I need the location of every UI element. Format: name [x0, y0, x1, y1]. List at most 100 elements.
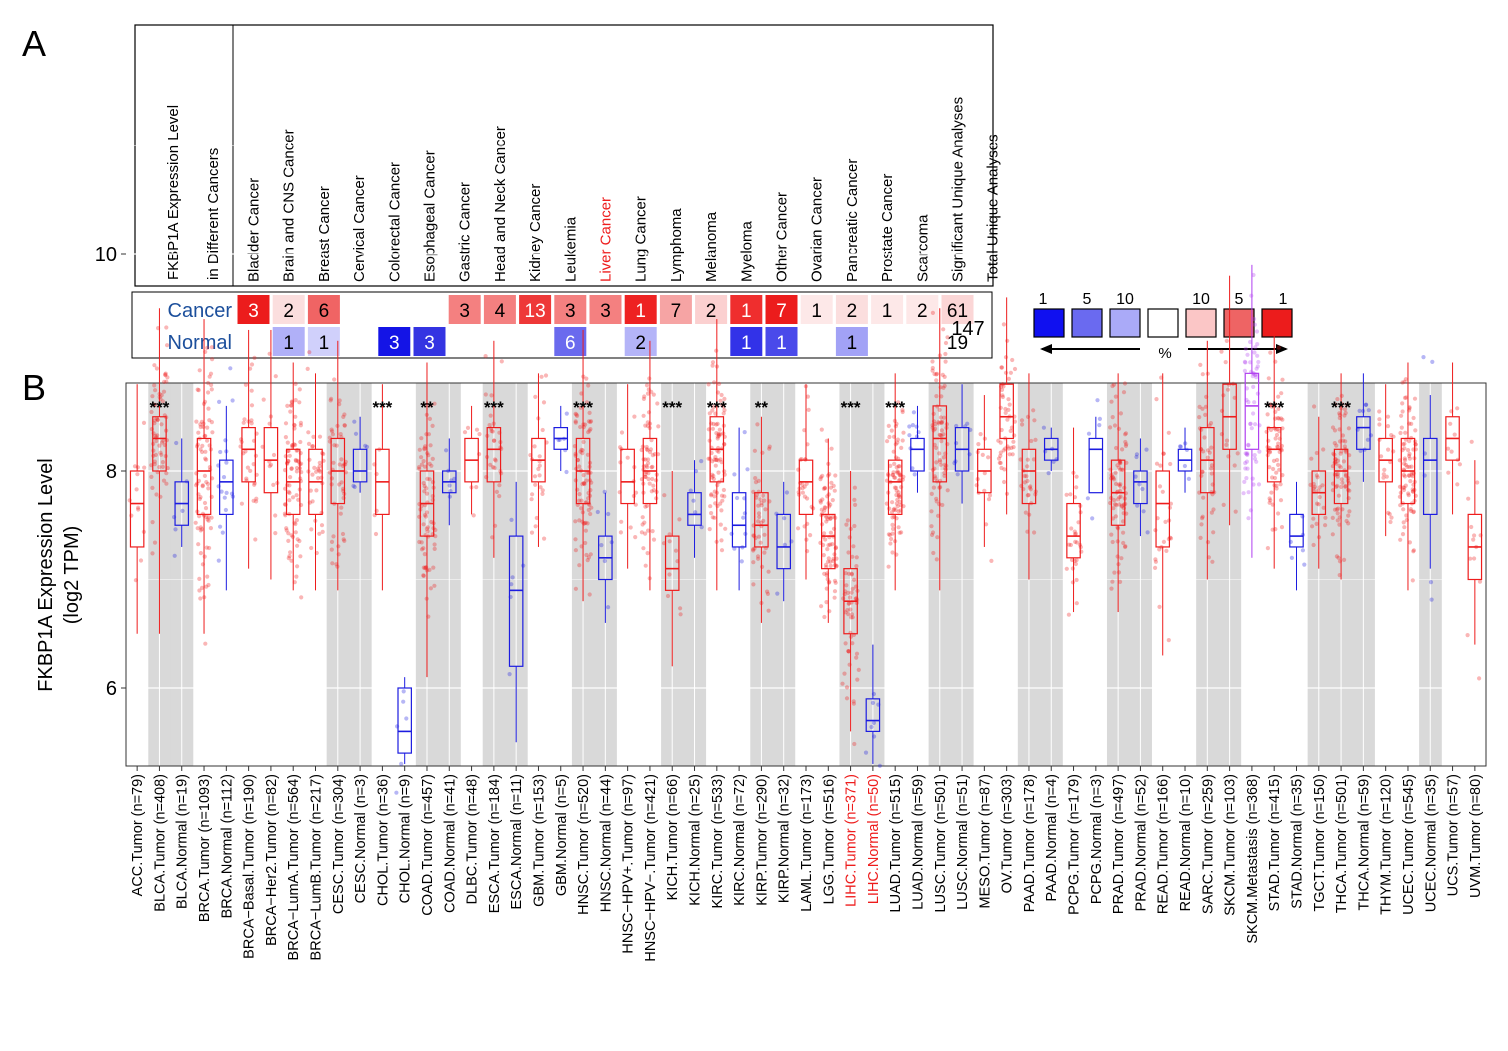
data-point: [652, 452, 658, 457]
data-point: [1276, 394, 1281, 399]
data-point: [1114, 503, 1119, 508]
x-label-acc-tumor-n-79: ACC.Tumor (n=79): [130, 774, 146, 896]
data-point: [907, 433, 912, 438]
data-point: [937, 432, 942, 437]
data-point: [896, 509, 901, 514]
data-point: [648, 450, 653, 455]
data-point: [208, 526, 213, 531]
cancer-value-leukemia: 3: [565, 301, 576, 322]
data-point: [1273, 416, 1278, 421]
data-point: [1411, 548, 1416, 553]
data-point: [573, 451, 578, 456]
data-point: [584, 552, 589, 558]
data-point: [1276, 462, 1281, 467]
data-point: [722, 494, 727, 499]
data-point: [1334, 443, 1339, 448]
data-point: [296, 497, 301, 502]
data-point: [1388, 519, 1393, 525]
data-point: [818, 498, 823, 503]
data-point: [1025, 464, 1030, 469]
data-point: [821, 553, 826, 558]
data-point: [715, 436, 720, 441]
cancer-cell-kidney-cancer: [519, 295, 552, 324]
data-point: [588, 511, 593, 517]
data-point: [1411, 510, 1416, 515]
data-point: [825, 517, 830, 522]
data-point: [1235, 451, 1240, 456]
data-point: [308, 488, 313, 493]
data-point: [1111, 382, 1117, 387]
box-skcm-metastasis-n-368: [1244, 372, 1260, 450]
data-point: [1312, 484, 1317, 489]
data-point: [818, 500, 823, 505]
data-point: [489, 428, 494, 434]
data-point: [1118, 579, 1123, 585]
cancer-value-ovarian-cancer: 1: [811, 301, 822, 322]
data-point: [775, 591, 780, 596]
significance-stad-tumor-n-415: ***: [1264, 398, 1284, 417]
data-point: [241, 420, 246, 425]
data-point: [1076, 520, 1081, 525]
data-point: [716, 458, 721, 463]
data-point: [1448, 421, 1453, 426]
data-point: [896, 470, 901, 475]
data-point: [826, 543, 831, 548]
column-header-myeloma: Myeloma: [738, 220, 755, 282]
data-point: [1000, 393, 1005, 398]
data-point: [293, 414, 298, 419]
data-point: [828, 516, 833, 522]
data-point: [201, 421, 206, 426]
column-header-significant-unique-analyses: Significant Unique Analyses: [950, 97, 967, 282]
data-point: [1200, 514, 1205, 519]
data-point: [1334, 483, 1340, 488]
data-point: [819, 604, 824, 609]
significance-blca-tumor-n-408: ***: [150, 398, 170, 417]
data-point: [1274, 470, 1279, 475]
significance-luad-tumor-n-515: ***: [885, 398, 905, 417]
data-point: [898, 477, 903, 482]
data-point: [329, 476, 334, 481]
data-point: [394, 790, 399, 795]
data-point: [299, 595, 304, 600]
data-point: [1003, 355, 1009, 360]
data-point: [424, 526, 429, 532]
data-point: [832, 578, 838, 583]
data-point: [294, 469, 299, 474]
data-point: [999, 365, 1005, 370]
data-point: [896, 400, 901, 405]
data-point: [1119, 503, 1125, 508]
data-point: [1011, 439, 1016, 444]
data-point: [293, 458, 299, 463]
data-point: [722, 408, 727, 413]
data-point: [649, 438, 654, 443]
data-point: [1115, 463, 1120, 468]
data-point: [155, 417, 161, 422]
data-point: [1256, 482, 1262, 487]
data-point: [942, 470, 947, 475]
data-point: [645, 465, 650, 470]
data-point: [1377, 409, 1382, 414]
data-point: [941, 432, 946, 437]
data-point: [1363, 402, 1368, 407]
data-point: [1022, 473, 1027, 479]
data-point: [886, 564, 891, 569]
data-point: [353, 431, 359, 436]
data-point: [1254, 366, 1259, 371]
data-point: [1200, 516, 1205, 521]
data-point: [887, 506, 892, 511]
data-point: [1010, 452, 1015, 457]
data-point: [831, 483, 836, 488]
data-point: [760, 493, 766, 498]
cancer-cell-lymphoma: [659, 295, 692, 324]
data-point: [1029, 438, 1034, 444]
data-point: [542, 536, 547, 541]
data-point: [899, 530, 904, 535]
data-point: [643, 471, 648, 477]
data-point: [1025, 414, 1031, 419]
data-point: [1407, 451, 1412, 457]
data-point: [417, 539, 422, 545]
data-point: [1068, 542, 1073, 548]
data-point: [761, 518, 766, 524]
data-point: [582, 481, 587, 487]
data-point: [159, 393, 164, 398]
